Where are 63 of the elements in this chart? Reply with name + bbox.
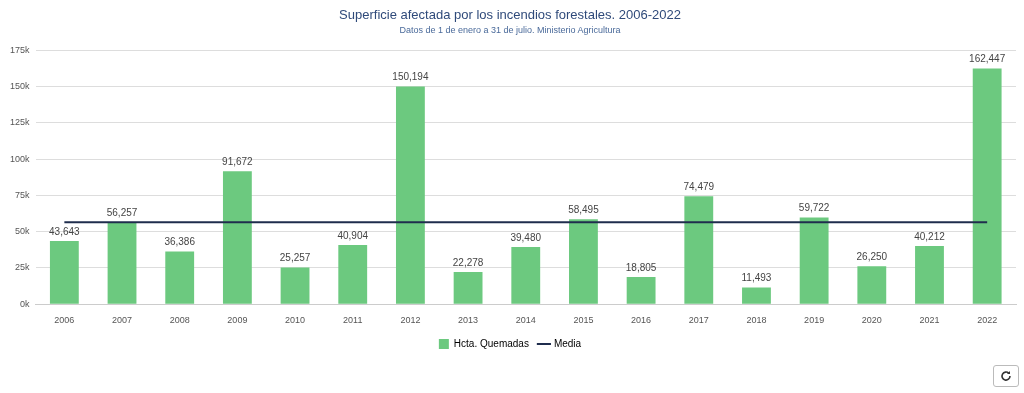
bar [49,240,79,304]
data-label: 18,805 [625,261,657,273]
x-tick-label: 2017 [688,315,709,326]
data-label: 91,672 [222,156,254,167]
x-tick-label: 2018 [746,315,767,326]
bar [972,68,1002,304]
x-tick-label: 2010 [285,315,306,326]
bar [915,245,944,304]
x-tick-label: 2020 [861,315,882,326]
data-label: 58,495 [568,204,600,216]
y-tick-label: 50k [15,226,31,237]
bar [626,276,656,304]
bar [742,287,771,304]
data-label: 162,447 [969,53,1006,65]
bar [569,219,598,304]
data-label: 40,904 [337,229,369,241]
data-label: 59,722 [798,202,830,214]
data-label: 40,212 [914,230,946,242]
bar [107,222,137,304]
data-label: 43,643 [49,225,81,237]
x-tick-label: 2016 [631,315,652,326]
chart-subtitle: Datos de 1 de enero a 31 de julio. Ministerio Agricultura [399,25,621,36]
x-tick-label: 2013 [458,315,479,326]
y-tick-label: 125k [9,117,30,128]
legend-label: Media [553,337,582,349]
bar [165,251,195,304]
bar [511,246,541,304]
legend-label: Hcta. Quemadas [453,337,529,349]
y-tick-label: 100k [9,153,30,164]
bar [799,217,829,304]
bar [684,196,714,304]
y-tick-label: 75k [15,189,31,200]
data-label: 36,386 [164,236,196,248]
x-tick-label: 2008 [169,315,190,326]
bar [338,244,368,304]
data-label: 22,278 [452,256,484,268]
data-label: 26,250 [856,250,888,262]
x-tick-label: 2006 [54,315,75,326]
y-tick-label: 0k [20,298,31,309]
bar [280,267,310,304]
bar [453,271,483,304]
data-label: 25,257 [279,252,311,264]
x-tick-label: 2011 [343,315,363,326]
bar [395,86,425,304]
data-label: 11,493 [741,272,772,284]
data-label: 150,194 [392,71,429,83]
data-label: 74,479 [683,180,715,192]
chart-title: Superficie afectada por los incendios forestales. 2006-2022 [339,7,681,23]
data-label: 56,257 [106,207,138,219]
x-tick-label: 2009 [227,315,248,326]
x-tick-label: 2021 [919,315,940,326]
y-tick-label: 25k [15,262,31,273]
x-tick-label: 2019 [804,315,825,326]
bar [222,171,252,304]
x-tick-label: 2007 [112,315,133,326]
x-tick-label: 2012 [400,315,421,326]
x-tick-label: 2022 [977,315,998,326]
x-tick-label: 2014 [515,315,536,326]
y-tick-label: 150k [9,81,30,92]
x-tick-label: 2015 [573,315,594,326]
bar [857,266,887,304]
y-tick-label: 175k [9,44,30,55]
data-label: 39,480 [510,231,542,243]
